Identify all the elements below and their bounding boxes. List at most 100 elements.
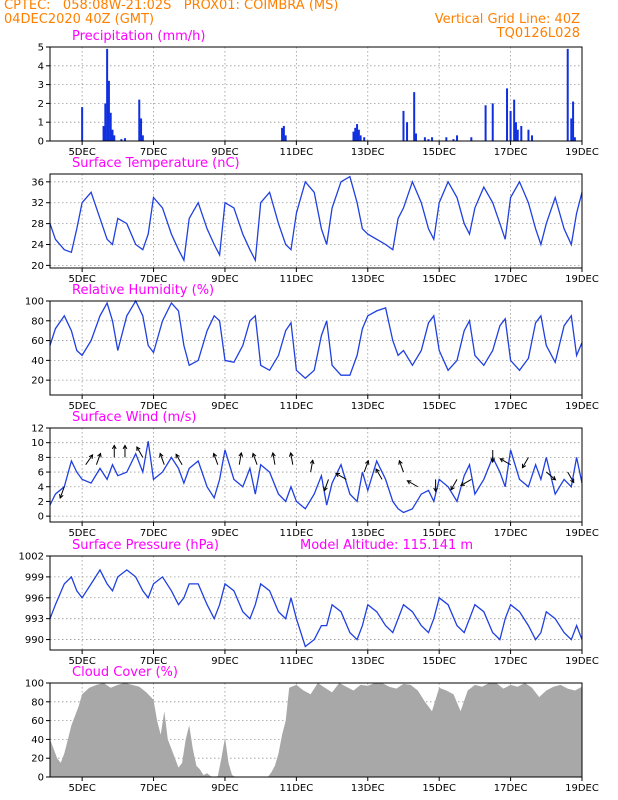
panel-title: Relative Humidity (%) — [72, 283, 214, 298]
wind-arrow — [213, 453, 219, 465]
y-tick-label: 36 — [31, 177, 44, 188]
precip-bar — [363, 137, 366, 141]
x-tick-label: 5DEC — [68, 401, 95, 412]
precip-bar — [140, 118, 143, 141]
y-tick-label: 20 — [31, 754, 44, 765]
x-tick-label: 5DEC — [68, 147, 95, 158]
y-tick-label: 3 — [38, 80, 44, 91]
wind-arrow-head — [309, 459, 315, 465]
y-tick-label: 80 — [31, 316, 44, 327]
wind-arrow-head — [122, 444, 128, 450]
precip-bar — [520, 125, 523, 141]
series-line — [49, 175, 583, 263]
panel-frame — [49, 427, 583, 523]
wind-arrow-head — [490, 458, 496, 464]
x-tick-label: 13DEC — [351, 656, 385, 667]
wind-arrow-head — [212, 452, 218, 458]
wind-arrow — [175, 454, 183, 465]
precip-bar — [513, 99, 516, 141]
y-tick-label: 6 — [38, 468, 44, 479]
y-tick-label: 1 — [38, 118, 44, 129]
header-date: 04DEC2020 40Z (GMT) — [4, 12, 155, 27]
x-tick-label: 19DEC — [565, 401, 599, 412]
series-line — [49, 441, 583, 514]
wind-arrow-head — [238, 451, 244, 457]
wind-arrow — [375, 468, 383, 480]
wind-arrow — [460, 478, 472, 486]
series-line — [49, 568, 583, 648]
wind-arrow — [136, 446, 144, 458]
wind-arrow — [59, 486, 65, 499]
y-tick-label: 12 — [31, 424, 44, 435]
wind-arrow-head — [111, 444, 117, 450]
y-tick-label: 100 — [25, 679, 44, 690]
cloud-cover-area — [50, 683, 582, 777]
y-tick-label: 40 — [31, 735, 44, 746]
wind-arrow — [363, 460, 369, 473]
wind-arrow — [567, 471, 575, 483]
header-station-line: CPTEC: 058:08W-21:02S PROX01: COIMBRA (M… — [4, 0, 339, 13]
y-tick-label: 4 — [38, 482, 44, 493]
precip-bar — [356, 124, 359, 141]
x-tick-label: 7DEC — [140, 147, 167, 158]
x-tick-label: 5DEC — [68, 274, 95, 285]
wind-arrow-head — [159, 452, 164, 458]
wind-arrow — [159, 453, 165, 465]
model-altitude-note: Model Altitude: 115.141 m — [300, 538, 473, 553]
wind-arrow-head — [175, 453, 180, 459]
y-tick-label: 100 — [25, 297, 44, 308]
precip-bar — [113, 135, 116, 141]
wind-arrow-head — [335, 472, 340, 478]
y-tick-label: 10 — [31, 438, 44, 449]
x-tick-label: 9DEC — [211, 274, 238, 285]
x-tick-label: 15DEC — [422, 528, 456, 539]
wind-arrow-head — [499, 458, 505, 463]
x-tick-label: 9DEC — [211, 528, 238, 539]
x-tick-label: 15DEC — [422, 783, 456, 794]
precip-bar — [431, 137, 434, 141]
precip-bar — [491, 103, 494, 141]
y-tick-label: 60 — [31, 336, 44, 347]
wind-arrow — [407, 480, 419, 488]
x-tick-label: 19DEC — [565, 528, 599, 539]
precip-bar — [111, 129, 114, 141]
x-tick-label: 13DEC — [351, 274, 385, 285]
precip-bar — [281, 127, 284, 141]
y-tick-label: 28 — [31, 219, 44, 230]
y-tick-label: 80 — [31, 697, 44, 708]
precip-bar — [402, 110, 405, 141]
series-line — [49, 299, 583, 380]
x-tick-label: 13DEC — [351, 783, 385, 794]
precip-bar — [81, 107, 84, 141]
x-tick-label: 11DEC — [279, 401, 313, 412]
x-tick-label: 11DEC — [279, 528, 313, 539]
y-tick-label: 4 — [38, 61, 44, 72]
precip-bar — [427, 139, 430, 141]
precip-bar — [357, 129, 360, 141]
wind-arrow — [335, 472, 347, 480]
precip-bar — [109, 112, 112, 141]
x-tick-label: 5DEC — [68, 656, 95, 667]
panel-frame — [49, 555, 583, 651]
x-tick-label: 19DEC — [565, 274, 599, 285]
x-tick-label: 13DEC — [351, 147, 385, 158]
precip-bar — [531, 135, 534, 141]
panel-title: Cloud Cover (%) — [72, 665, 178, 680]
x-tick-label: 7DEC — [140, 274, 167, 285]
wind-arrow-head — [88, 454, 94, 459]
x-tick-label: 11DEC — [279, 274, 313, 285]
wind-arrow-head — [551, 475, 557, 481]
x-tick-label: 7DEC — [140, 528, 167, 539]
y-tick-label: 1002 — [19, 552, 44, 563]
panel-title: Surface Temperature (nC) — [72, 156, 240, 171]
precip-bar — [456, 135, 459, 141]
y-tick-label: 0 — [38, 773, 44, 784]
y-tick-label: 2 — [38, 99, 44, 110]
x-tick-label: 17DEC — [494, 656, 528, 667]
wind-arrow-head — [323, 486, 328, 492]
wind-arrow — [272, 452, 276, 465]
wind-arrow-head — [136, 446, 141, 451]
precip-bar — [106, 48, 109, 141]
y-tick-label: 996 — [25, 593, 44, 604]
wind-arrow-head — [398, 459, 403, 465]
